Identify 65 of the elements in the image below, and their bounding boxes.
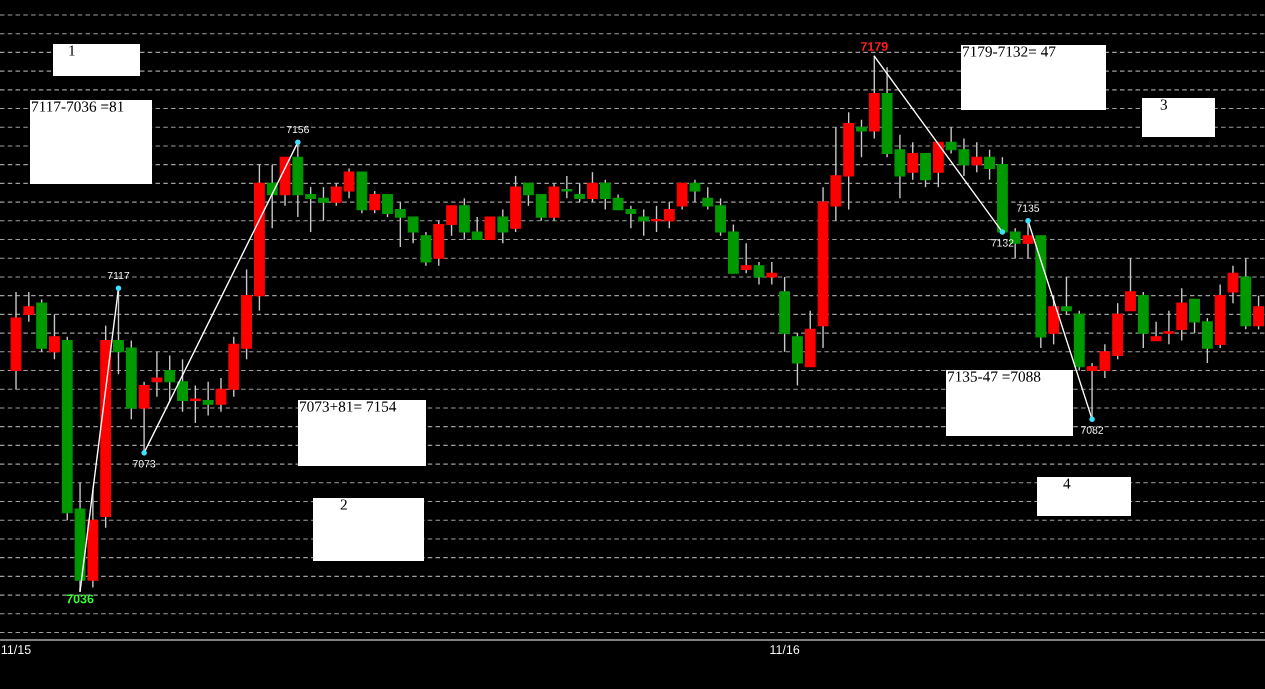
candlestick xyxy=(382,193,393,218)
candlestick xyxy=(497,208,509,244)
candlestick xyxy=(856,119,867,158)
candlestick xyxy=(702,186,714,211)
annotation: 7036 xyxy=(66,594,94,604)
candlestick xyxy=(753,261,765,286)
candlestick xyxy=(151,351,163,398)
candlestick xyxy=(574,182,586,203)
annotation: 7082 xyxy=(1081,426,1104,434)
annotation: 7132 xyxy=(991,239,1014,247)
candlestick xyxy=(1022,220,1034,259)
annotation: 7135 xyxy=(1016,204,1040,212)
candlestick xyxy=(446,205,457,237)
candlestick xyxy=(164,354,176,402)
candlestick xyxy=(330,182,342,207)
candlestick xyxy=(561,175,573,200)
annotation: 1 xyxy=(69,45,75,56)
candlestick xyxy=(113,287,124,375)
candlestick xyxy=(484,216,496,241)
candlestick xyxy=(1163,309,1175,346)
annotation: 7156 xyxy=(286,125,309,134)
candlestick xyxy=(49,313,60,360)
candlestick xyxy=(1150,321,1162,342)
annotation: 7073 xyxy=(133,460,156,468)
candlestick xyxy=(394,201,406,248)
candlestick xyxy=(535,193,547,222)
candlestick xyxy=(369,190,381,215)
annotation: 4 xyxy=(1063,478,1071,489)
x-tick-label: 11/16 xyxy=(770,644,800,655)
candlestick xyxy=(740,242,752,274)
candlestick xyxy=(215,377,227,413)
candlestick xyxy=(177,358,188,413)
candlestick xyxy=(766,261,778,286)
candlestick xyxy=(23,291,35,323)
annotation: 7073+81= 7154 xyxy=(300,401,397,412)
candlestick xyxy=(984,149,996,181)
candlestick xyxy=(638,208,650,237)
candlestick xyxy=(471,216,483,241)
candlestick xyxy=(202,381,214,417)
candlestick xyxy=(689,178,701,203)
candlestick xyxy=(318,186,329,222)
annotation: 7117 xyxy=(107,271,130,280)
candlestick xyxy=(407,216,419,244)
candlestick xyxy=(663,201,675,229)
annotation: 7135-47 =7088 xyxy=(948,371,1041,382)
candlestick xyxy=(1227,265,1239,304)
candlestick xyxy=(1061,276,1072,316)
candlestick xyxy=(1253,294,1265,331)
candlestick xyxy=(599,178,611,211)
candlestick xyxy=(138,381,150,454)
candlestick xyxy=(305,186,317,233)
annotation: 7179 xyxy=(860,42,888,51)
annotation: 2 xyxy=(340,499,347,510)
candlestick xyxy=(343,167,355,200)
candlestick xyxy=(1125,257,1136,312)
candlestick xyxy=(1189,298,1200,334)
annotation: 7117-7036 =81 xyxy=(32,101,124,112)
candlestick xyxy=(971,141,983,173)
candlestick xyxy=(676,182,688,211)
annotation: 7179-7132= 47 xyxy=(963,46,1056,57)
annotation: 3 xyxy=(1160,99,1168,110)
candlestick xyxy=(587,171,598,203)
x-tick-label: 11/15 xyxy=(1,644,31,655)
candlestick xyxy=(522,182,534,207)
candlestick xyxy=(907,141,919,181)
